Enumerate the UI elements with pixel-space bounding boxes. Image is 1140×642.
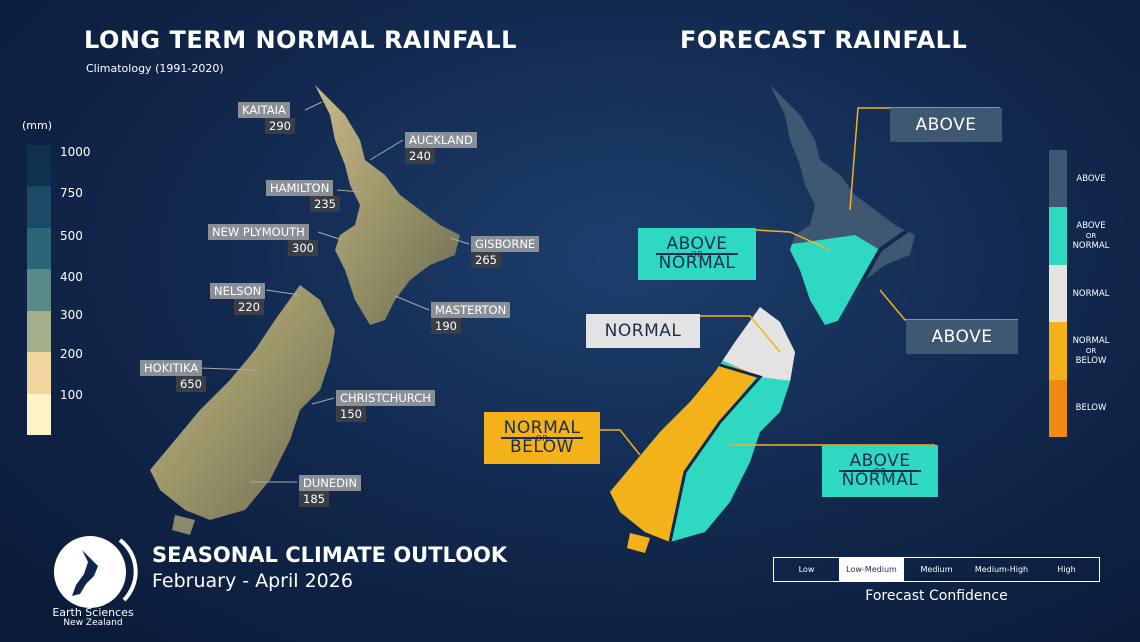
legend-label-line: NORMAL bbox=[1072, 241, 1110, 252]
logo-line: New Zealand bbox=[63, 618, 123, 628]
left-legend bbox=[27, 145, 51, 435]
left-subtitle: Climatology (1991-2020) bbox=[86, 62, 224, 75]
legend-label-line: BELOW bbox=[1075, 355, 1107, 366]
left-title: LONG TERM NORMAL RAINFALL bbox=[84, 26, 517, 54]
legend-tick-label: 500 bbox=[60, 229, 83, 243]
region-label: ABOVE bbox=[890, 108, 1002, 142]
station-name: GISBORNE bbox=[471, 236, 540, 252]
legend-swatch bbox=[27, 227, 51, 270]
legend-swatch bbox=[1049, 379, 1067, 437]
station-name: DUNEDIN bbox=[299, 475, 361, 491]
label-text: ABOVE bbox=[849, 451, 911, 471]
legend-label: NORMAL OR BELOW bbox=[1061, 336, 1121, 366]
station-name: CHRISTCHURCH bbox=[336, 390, 435, 406]
label-text: BELOW bbox=[510, 437, 574, 457]
legend-label: BELOW bbox=[1061, 403, 1121, 413]
confidence-level: High bbox=[1057, 565, 1076, 574]
footer-period: February - April 2026 bbox=[152, 570, 353, 592]
station-name: NEW PLYMOUTH bbox=[208, 224, 309, 240]
label-text: NORMAL bbox=[503, 418, 581, 438]
legend-tick-label: 750 bbox=[60, 186, 83, 200]
region-label: ABOVE OR NORMAL bbox=[638, 228, 756, 280]
confidence-label: Forecast Confidence bbox=[865, 588, 1008, 604]
region-label: ABOVE bbox=[906, 320, 1018, 354]
station-name: HAMILTON bbox=[266, 180, 334, 196]
label-text: ABOVE bbox=[915, 114, 977, 135]
station-value: 235 bbox=[310, 196, 340, 212]
confidence-level: Medium bbox=[920, 565, 953, 574]
station-name: NELSON bbox=[210, 283, 266, 299]
legend-tick-label: 200 bbox=[60, 347, 83, 361]
station-name: KAITAIA bbox=[238, 102, 290, 118]
legend-label-line: ABOVE bbox=[1076, 221, 1106, 232]
legend-swatch bbox=[27, 310, 51, 353]
confidence-scale: Low Low-Medium Medium Medium-High High bbox=[773, 557, 1100, 582]
confidence-level: Low-Medium bbox=[839, 558, 904, 581]
station-value: 290 bbox=[265, 118, 295, 134]
confidence-level: Low bbox=[798, 565, 815, 574]
legend-label: ABOVE OR NORMAL bbox=[1061, 221, 1121, 251]
station-name: MASTERTON bbox=[431, 302, 511, 318]
left-map bbox=[150, 85, 470, 535]
legend-unit: (mm) bbox=[22, 119, 53, 132]
label-separator: OR bbox=[655, 250, 739, 259]
logo bbox=[54, 536, 138, 608]
region-label: ABOVE OR NORMAL bbox=[822, 445, 938, 497]
footer-title: SEASONAL CLIMATE OUTLOOK bbox=[152, 543, 508, 567]
legend-label: NORMAL bbox=[1061, 289, 1121, 299]
station-value: 300 bbox=[288, 240, 318, 256]
legend-swatch bbox=[1049, 207, 1067, 265]
legend-label-line: NORMAL bbox=[1072, 288, 1110, 299]
label-text: ABOVE bbox=[931, 326, 993, 347]
label-text: NORMAL bbox=[841, 470, 919, 490]
legend-swatch bbox=[27, 269, 51, 311]
legend-swatch bbox=[1049, 264, 1067, 323]
legend-swatch bbox=[1049, 322, 1067, 380]
region-label: NORMAL OR BELOW bbox=[484, 412, 600, 464]
legend-swatch bbox=[1049, 150, 1067, 208]
region-label: NORMAL bbox=[586, 314, 700, 348]
label-separator: OR bbox=[501, 434, 583, 443]
legend-label-line: ABOVE bbox=[1076, 173, 1106, 184]
station-name: AUCKLAND bbox=[405, 132, 477, 148]
legend-tick-label: 1000 bbox=[60, 145, 91, 159]
confidence-level: Medium-High bbox=[974, 565, 1029, 574]
legend-label-line: NORMAL bbox=[1072, 335, 1110, 346]
label-text: OR bbox=[690, 249, 704, 259]
legend-tick-label: 400 bbox=[60, 270, 83, 284]
legend-swatch bbox=[27, 393, 51, 435]
station-value: 220 bbox=[234, 299, 264, 315]
logo-line: Earth Sciences bbox=[52, 606, 134, 619]
legend-swatch bbox=[27, 186, 51, 228]
legend-swatch bbox=[27, 145, 51, 187]
legend-label-line: BELOW bbox=[1075, 403, 1107, 414]
station-name: HOKITIKA bbox=[140, 360, 203, 376]
legend-label: ABOVE bbox=[1061, 174, 1121, 184]
label-text: NORMAL bbox=[604, 320, 682, 341]
label-separator: OR bbox=[839, 467, 921, 476]
legend-tick-label: 300 bbox=[60, 308, 83, 322]
station-value: 190 bbox=[431, 318, 461, 334]
station-value: 265 bbox=[471, 252, 501, 268]
legend-label-line: OR bbox=[1085, 346, 1097, 355]
station-value: 185 bbox=[299, 491, 329, 507]
legend-tick-label: 100 bbox=[60, 388, 83, 402]
label-text: ABOVE bbox=[666, 234, 728, 254]
legend-swatch bbox=[27, 352, 51, 394]
right-title: FORECAST RAINFALL bbox=[680, 26, 968, 54]
label-text: OR bbox=[535, 433, 549, 443]
station-value: 650 bbox=[176, 376, 206, 392]
station-value: 240 bbox=[405, 148, 435, 164]
station-value: 150 bbox=[336, 406, 366, 422]
legend-label-line: OR bbox=[1085, 232, 1097, 241]
label-text: NORMAL bbox=[658, 253, 736, 273]
label-text: OR bbox=[873, 466, 887, 476]
